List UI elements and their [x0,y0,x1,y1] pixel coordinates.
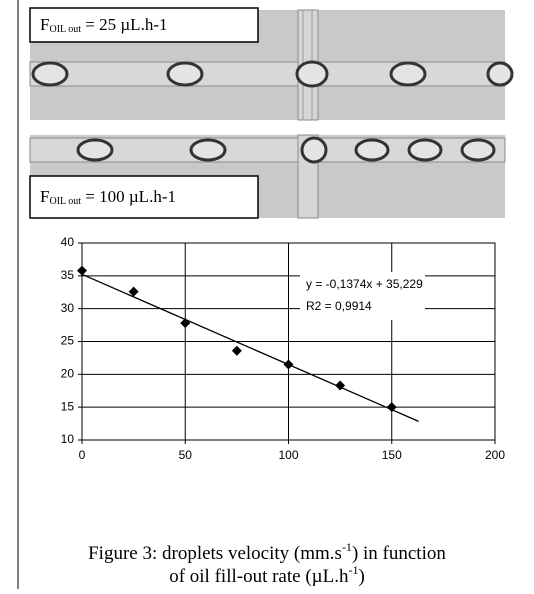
trendline [81,273,419,422]
x-tick-label: 100 [278,448,298,462]
y-tick-label: 20 [61,367,75,381]
caption: of oil fill-out rate (µL.h-1) [169,563,365,588]
x-tick-label: 200 [485,448,505,462]
y-tick-label: 10 [61,432,75,446]
micrograph-2 [29,134,506,219]
caption: Figure 3: droplets velocity (mm.s-1) in … [88,540,446,565]
x-tick-label: 150 [382,448,402,462]
chart: 10 15 20 25 30 35 40 0 50 100 150 200 y = -0,1374x +… [61,235,506,462]
data-point [386,402,397,413]
image-label: FOIL out = 100 µL.h-1 [40,187,176,207]
data-point [77,265,87,276]
label-box [29,175,259,219]
image-label: FOIL out = 25 µL.h-1 [40,15,167,35]
y-tick-label: 30 [61,301,75,315]
x-tick-label: 0 [79,448,86,462]
x-tick-label: 50 [179,448,193,462]
y-tick-label: 35 [61,268,75,282]
trend-equation: y = -0,1374x + 35,229 [306,277,423,291]
y-tick-label: 15 [61,399,75,413]
data-point [128,286,139,297]
y-tick-label: 25 [61,334,75,348]
y-tick-label: 40 [61,235,75,249]
equation-box [300,272,425,320]
trend-r2: R2 = 0,9914 [306,299,372,313]
label-box [29,7,259,43]
plot-frame [81,242,496,441]
data-point [231,345,242,356]
